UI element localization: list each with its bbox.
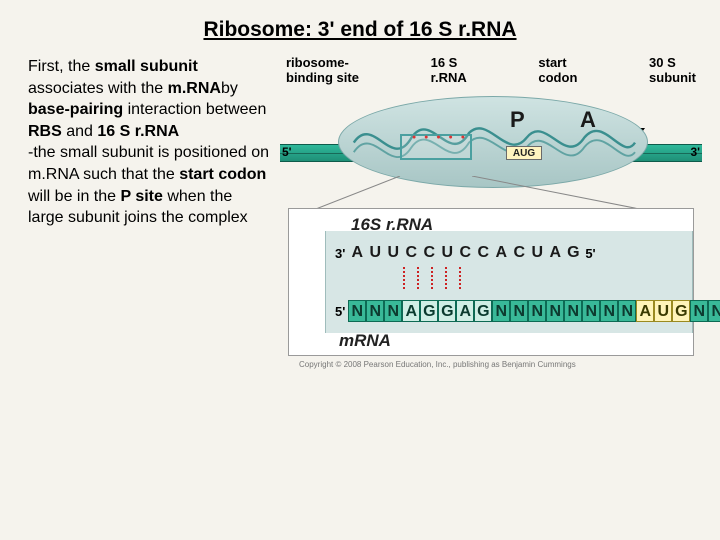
mrna-nucleotide: N bbox=[492, 300, 510, 322]
mrna-nucleotide: G bbox=[474, 300, 492, 322]
rrna-nucleotide: G bbox=[564, 244, 582, 262]
small-subunit-oval bbox=[338, 96, 648, 188]
rrna-title: 16S r.RNA bbox=[351, 215, 433, 235]
mrna-nucleotide: A bbox=[402, 300, 420, 322]
mrna-nucleotide: N bbox=[546, 300, 564, 322]
bottom-panel: 16S r.RNA 3' AUUCCUCCACUAG5' 5' NNNAGGAG… bbox=[288, 208, 694, 356]
mrna-nucleotide: N bbox=[510, 300, 528, 322]
figure: ribosome- binding site 16 S r.RNA start … bbox=[280, 56, 702, 376]
rrna-sequence: 3' AUUCCUCCACUAG5' bbox=[335, 241, 596, 265]
rrna-3prime: 3' bbox=[335, 247, 345, 260]
p-site-label: P bbox=[510, 107, 525, 133]
rrna-nucleotide: U bbox=[528, 244, 546, 262]
label-16s-2: r.RNA bbox=[431, 70, 467, 85]
mrna-nucleotide: N bbox=[582, 300, 600, 322]
mrna-nucleotide: G bbox=[420, 300, 438, 322]
content-row: First, the small subunit associates with… bbox=[0, 56, 720, 376]
figure-top-labels: ribosome- binding site 16 S r.RNA start … bbox=[280, 56, 702, 90]
rrna-nucleotide: U bbox=[438, 244, 456, 262]
rrna-nucleotide: C bbox=[456, 244, 474, 262]
label-30s: 30 S subunit bbox=[649, 56, 696, 86]
mrna-title: mRNA bbox=[339, 331, 391, 351]
mrna-nucleotide: A bbox=[636, 300, 654, 322]
label-start-codon: start codon bbox=[538, 56, 577, 86]
page-title: Ribosome: 3' end of 16 S r.RNA bbox=[0, 0, 720, 42]
base-pair-dots bbox=[403, 267, 461, 289]
mrna-sequence: 5' NNNAGGAGNNNNNNNNAUGNN3' bbox=[335, 299, 720, 323]
rrna-nucleotide: A bbox=[492, 244, 510, 262]
five-prime-label: 5' bbox=[282, 145, 292, 159]
mrna-nucleotide: N bbox=[708, 300, 720, 322]
rrna-nucleotide: C bbox=[402, 244, 420, 262]
label-16s-1: 16 S bbox=[431, 55, 458, 70]
rrna-nucleotide: C bbox=[474, 244, 492, 262]
mrna-nucleotide: N bbox=[564, 300, 582, 322]
rrna-nucleotide: C bbox=[510, 244, 528, 262]
mrna-nucleotide: A bbox=[456, 300, 474, 322]
mrna-nucleotide: G bbox=[438, 300, 456, 322]
mrna-nucleotide: U bbox=[654, 300, 672, 322]
label-rbs: ribosome- binding site bbox=[286, 56, 359, 86]
label-16s: 16 S r.RNA bbox=[431, 56, 467, 86]
aug-box: AUG bbox=[506, 146, 542, 160]
mrna-nucleotide: N bbox=[366, 300, 384, 322]
mrna-nucleotide: N bbox=[384, 300, 402, 322]
mrna-nucleotide: N bbox=[348, 300, 366, 322]
pairing-dots-icon: ● ● ● ● ● bbox=[412, 134, 468, 141]
rrna-nucleotide: C bbox=[420, 244, 438, 262]
label-rbs-2: binding site bbox=[286, 70, 359, 85]
rrna-nucleotide: U bbox=[366, 244, 384, 262]
label-sc-2: codon bbox=[538, 70, 577, 85]
top-panel: 5' 3' ● ● ● ● ● AUG P A bbox=[280, 90, 702, 190]
label-sc-1: start bbox=[538, 55, 566, 70]
label-30s-2: subunit bbox=[649, 70, 696, 85]
mrna-nucleotide: N bbox=[690, 300, 708, 322]
rrna-5prime: 5' bbox=[585, 246, 595, 261]
description-text: First, the small subunit associates with… bbox=[0, 56, 280, 376]
mrna-nucleotide: N bbox=[618, 300, 636, 322]
mrna-5prime: 5' bbox=[335, 305, 345, 318]
label-30s-1: 30 S bbox=[649, 55, 676, 70]
rrna-nucleotide: A bbox=[348, 244, 366, 262]
copyright-text: Copyright © 2008 Pearson Education, Inc.… bbox=[299, 360, 576, 369]
label-rbs-1: ribosome- bbox=[286, 55, 349, 70]
rrna-nucleotide: U bbox=[384, 244, 402, 262]
a-site-label: A bbox=[580, 107, 596, 133]
three-prime-label: 3' bbox=[690, 145, 700, 159]
rrna-nucleotide: A bbox=[546, 244, 564, 262]
mrna-nucleotide: N bbox=[600, 300, 618, 322]
mrna-nucleotide: N bbox=[528, 300, 546, 322]
mrna-nucleotide: G bbox=[672, 300, 690, 322]
